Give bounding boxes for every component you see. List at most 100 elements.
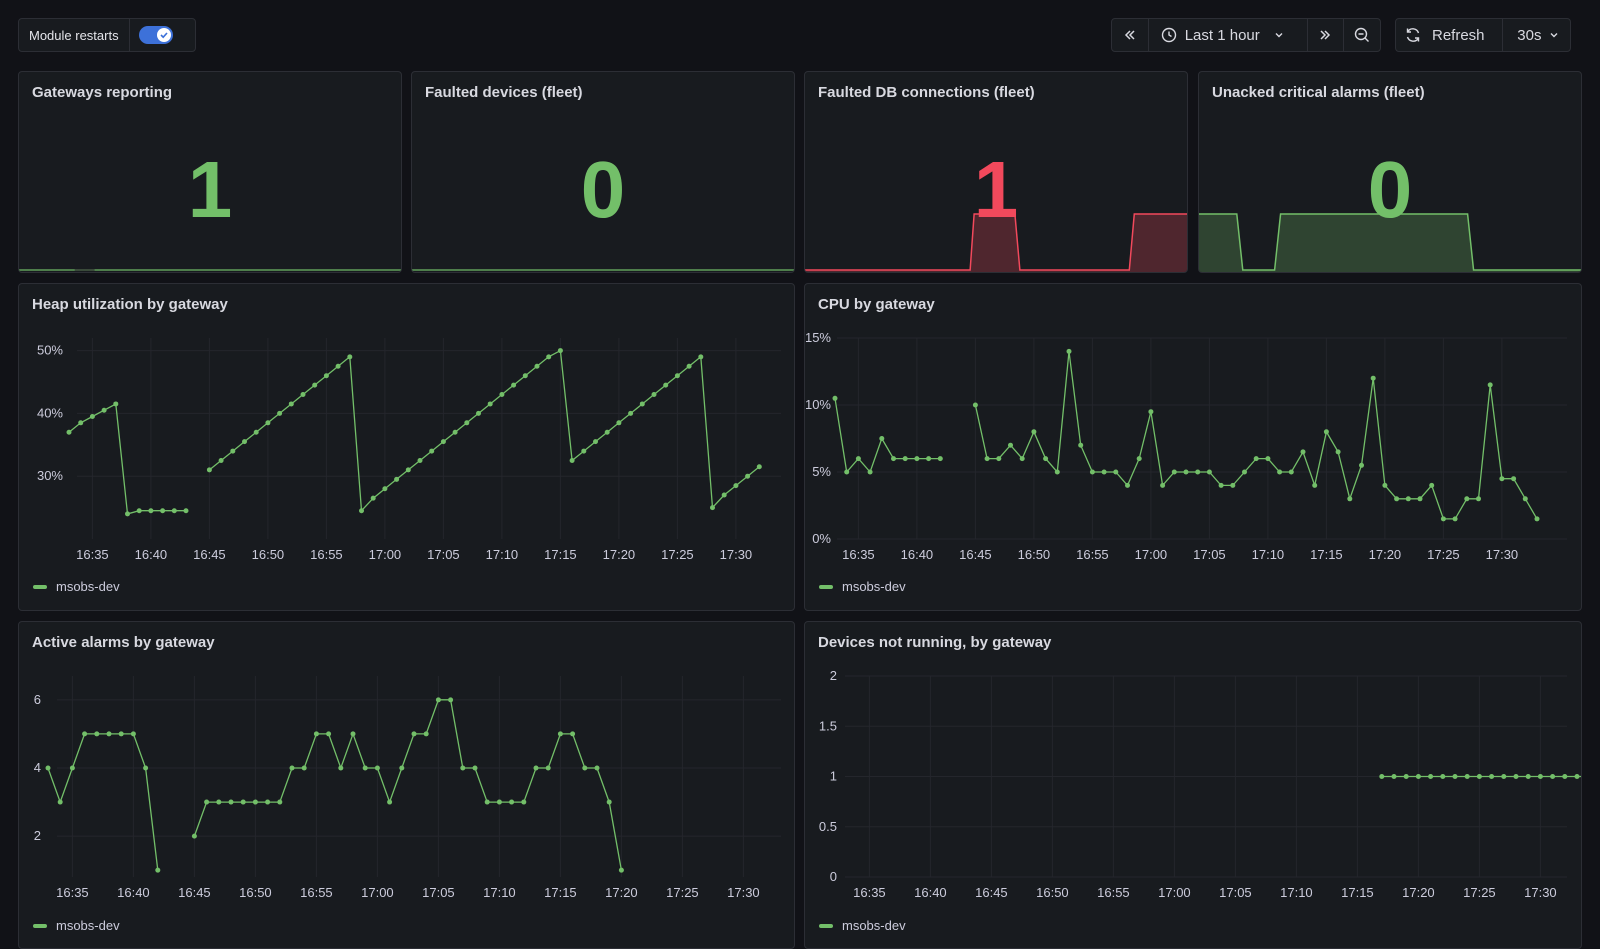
data-point [639, 401, 645, 407]
x-tick-label: 17:25 [1463, 885, 1496, 900]
x-tick-label: 17:30 [1524, 885, 1557, 900]
panel-active-alarms[interactable]: Active alarms by gateway 16:35 16:40 16:45… [18, 621, 795, 949]
panel-title: Heap utilization by gateway [32, 296, 228, 313]
data-point [1534, 516, 1540, 522]
data-point [130, 731, 136, 737]
legend-swatch [33, 584, 47, 589]
data-point [429, 448, 435, 454]
data-point [1359, 462, 1364, 468]
data-point [972, 402, 978, 408]
refresh-button[interactable]: Refresh [1396, 19, 1503, 51]
data-point [1125, 482, 1130, 488]
x-tick-label: 16:40 [117, 885, 150, 900]
zoom-out-icon [1354, 27, 1370, 42]
data-point [606, 799, 612, 805]
x-tick-label: 17:30 [1486, 547, 1519, 562]
data-point [533, 765, 539, 771]
data-point [1300, 449, 1306, 455]
chevron-down-icon [1275, 33, 1283, 38]
heap-utilization-chart: 16:35 16:40 16:45 16:50 16:55 17:00 17:05 17:10… [37, 338, 781, 562]
switch-knob [156, 28, 171, 42]
data-point [1379, 774, 1385, 779]
refresh-group: Refresh 30s [1395, 18, 1571, 52]
data-point [277, 410, 283, 416]
data-point [756, 464, 762, 470]
x-tick-label: 16:50 [1018, 547, 1051, 562]
legend-item[interactable]: msobs-dev [56, 918, 120, 933]
data-point [557, 348, 563, 354]
legend-item[interactable]: msobs-dev [842, 918, 906, 933]
data-point [301, 765, 307, 771]
x-tick-label: 17:00 [1135, 547, 1168, 562]
chevron-down-icon [1550, 33, 1558, 38]
data-point [1415, 774, 1421, 779]
stat-panel-unacked-critical-alarms[interactable]: Unacked critical alarms (fleet) 0 [1198, 71, 1582, 273]
data-point [604, 429, 610, 435]
data-point [228, 799, 234, 805]
data-point [362, 765, 368, 771]
data-point [1394, 496, 1400, 502]
x-tick-label: 17:15 [1341, 885, 1374, 900]
y-tick-label: 40% [37, 405, 63, 420]
module-restarts-switch[interactable] [138, 26, 173, 44]
data-point [879, 436, 885, 441]
series-line [68, 349, 760, 515]
data-point [411, 731, 417, 737]
x-tick-label: 17:10 [483, 885, 516, 900]
data-point [218, 457, 224, 463]
x-tick-label: 17:25 [661, 547, 694, 562]
data-point [374, 765, 380, 771]
data-point [472, 765, 478, 771]
data-point [312, 382, 318, 388]
x-tick-label: 17:20 [605, 885, 638, 900]
refresh-interval-label: 30s [1517, 26, 1542, 44]
data-point [1019, 456, 1025, 462]
shift-forward-button[interactable] [1308, 19, 1345, 51]
stat-panel-faulted-db-connections[interactable]: Faulted DB connections (fleet) 1 [804, 71, 1188, 273]
y-tick-label: 30% [37, 468, 63, 483]
stat-panel-gateways-reporting[interactable]: Gateways reporting 1 [18, 71, 402, 273]
stat-panel-faulted-devices[interactable]: Faulted devices (fleet) 0 [411, 71, 795, 273]
panel-heap-utilization[interactable]: Heap utilization by gateway 16:35 16:40 16… [18, 283, 795, 611]
y-tick-label: 0.5 [819, 819, 837, 834]
x-tick-label: 17:10 [1280, 885, 1313, 900]
data-point [1288, 469, 1294, 475]
data-point [545, 765, 551, 771]
zoom-out-button[interactable] [1344, 19, 1380, 51]
chevrons-right-icon [1320, 30, 1331, 40]
refresh-interval-picker[interactable]: 30s [1503, 19, 1570, 51]
panel-cpu-by-gateway[interactable]: CPU by gateway 16:35 16:40 16:45 16:50 16:55… [804, 283, 1582, 611]
data-point [663, 382, 669, 388]
y-tick-label: 0% [812, 531, 831, 546]
data-point [618, 867, 624, 873]
data-point [1066, 348, 1072, 354]
chevrons-left-icon [1124, 30, 1135, 40]
x-tick-label: 17:20 [1369, 547, 1402, 562]
data-point [546, 354, 552, 360]
data-point [338, 765, 344, 771]
data-point [1230, 482, 1236, 488]
data-point [326, 731, 332, 737]
data-point [582, 765, 588, 771]
data-point [1312, 482, 1318, 488]
y-tick-label: 5% [812, 464, 831, 479]
data-point [628, 410, 634, 416]
legend-item[interactable]: msobs-dev [56, 579, 120, 594]
data-point [1136, 456, 1142, 462]
legend: msobs-dev [819, 918, 906, 933]
legend-item[interactable]: msobs-dev [842, 579, 906, 594]
panel-title: Active alarms by gateway [32, 634, 215, 651]
data-point [313, 731, 319, 737]
data-point [616, 420, 622, 426]
check-icon [160, 32, 168, 39]
panel-devices-not-running[interactable]: Devices not running, by gateway 16:35 16:… [804, 621, 1582, 949]
x-tick-label: 17:05 [427, 547, 460, 562]
x-tick-label: 17:25 [666, 885, 699, 900]
data-point [496, 799, 502, 805]
data-point [288, 401, 294, 407]
module-restarts-label: Module restarts [19, 19, 130, 51]
time-range-picker[interactable]: Last 1 hour [1149, 19, 1308, 51]
data-point [387, 799, 393, 805]
shift-back-button[interactable] [1112, 19, 1149, 51]
data-point [440, 439, 446, 445]
